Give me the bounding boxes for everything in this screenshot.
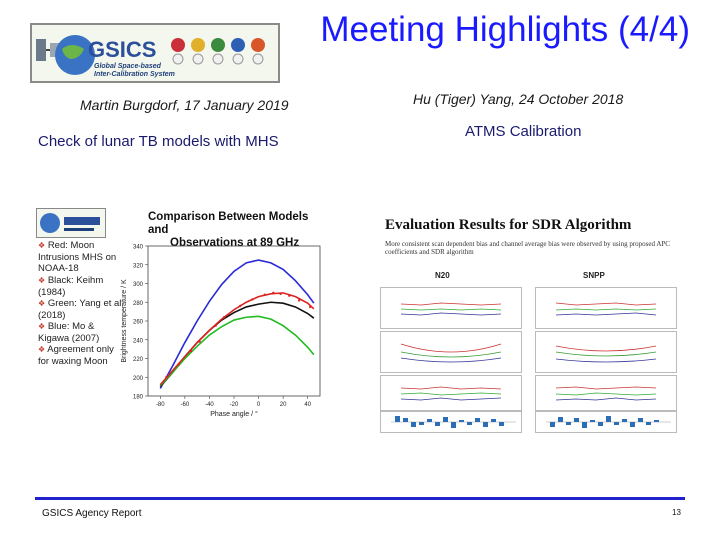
y-tick-label: 320	[133, 263, 144, 269]
data-point	[214, 324, 217, 327]
page-number: 13	[672, 508, 681, 517]
y-tick-label: 300	[133, 282, 144, 288]
data-point	[279, 292, 282, 296]
n20-channel-bias-bars	[380, 411, 522, 433]
legend-bullet-green: ❖ Green: Yang et al. (2018)	[38, 298, 125, 321]
footer-divider	[35, 497, 685, 500]
gsics-logo: GSICS Global Space-based Inter-Calibrati…	[30, 23, 280, 83]
column-label-snpp: SNPP	[583, 271, 605, 280]
y-tick-label: 280	[133, 301, 144, 307]
right-author: Hu (Tiger) Yang, 24 October 2018	[413, 91, 624, 107]
y-tick-label: 220	[133, 357, 144, 363]
snpp-channel-bias-bars	[535, 411, 677, 433]
data-point	[308, 305, 312, 309]
x-tick-label: -60	[181, 402, 190, 408]
y-tick-label: 240	[133, 338, 144, 344]
series-line-2	[159, 315, 315, 387]
figure-logo-icon	[36, 208, 106, 238]
satellite-icon	[36, 39, 60, 61]
y-tick-label: 340	[133, 245, 144, 251]
data-point	[189, 349, 193, 353]
brightness-temperature-chart: 180 200 220 240 260 280 300 320 340 -80 -60 -40 -20 0…	[121, 245, 321, 418]
left-topic: Check of lunar TB models with MHS	[38, 133, 279, 150]
right-topic: ATMS Calibration	[465, 123, 582, 140]
x-tick-label: 20	[280, 402, 287, 408]
atms-figure: Evaluation Results for SDR Algorithm Mor…	[370, 213, 690, 435]
data-point	[238, 304, 242, 308]
n20-bias-plot-3	[380, 375, 522, 411]
series-line-3	[159, 292, 315, 386]
x-tick-label: -40	[205, 402, 214, 408]
x-tick-label: 40	[304, 402, 311, 408]
n20-bias-plot-1	[380, 287, 522, 329]
data-point	[251, 298, 254, 301]
atms-figure-heading: Evaluation Results for SDR Algorithm	[385, 217, 632, 233]
series-line-0	[159, 259, 315, 389]
x-tick-label: 0	[257, 402, 261, 408]
lunar-figure: Comparison Between Models and Observatio…	[34, 206, 330, 430]
data-point	[297, 299, 301, 302]
logo-tagline-1: Global Space-based	[94, 63, 162, 70]
logo-tagline-2: Inter-Calibration System	[94, 71, 175, 78]
x-tick-label: -80	[156, 402, 165, 408]
snpp-bias-plot-2	[535, 331, 677, 373]
data-point	[288, 294, 291, 297]
y-axis-label: Brightness temperature / K	[121, 279, 128, 363]
data-point	[222, 316, 226, 319]
left-author: Martin Burgdorf, 17 January 2019	[80, 97, 289, 113]
data-point	[272, 291, 275, 295]
data-point	[165, 376, 168, 379]
logo-acronym: GSICS	[88, 37, 156, 62]
legend-bullet-blue: ❖ Blue: Mo & Kigawa (2007)	[38, 321, 100, 344]
legend-bullet-agreement: ❖ Agreement only for waxing Moon	[38, 344, 114, 367]
snpp-bias-plot-3	[535, 375, 677, 411]
footer-text: GSICS Agency Report	[42, 508, 142, 519]
globe-icon	[55, 35, 95, 75]
lunar-figure-heading-1: Comparison Between Models and	[148, 211, 309, 236]
column-label-n20: N20	[435, 271, 450, 280]
plot-frame	[147, 245, 321, 397]
data-point	[198, 340, 201, 343]
slide-title: Meeting Highlights (4/4)	[320, 10, 690, 49]
y-tick-label: 260	[133, 320, 144, 326]
legend-bullet-black: ❖ Black: Keihm (1984)	[38, 275, 104, 298]
x-tick-label: -20	[230, 402, 239, 408]
y-tick-label: 200	[133, 376, 144, 382]
data-point	[263, 293, 266, 296]
y-tick-label: 180	[133, 395, 144, 401]
people-icon	[171, 38, 265, 65]
data-point	[177, 362, 180, 366]
snpp-bias-plot-1	[535, 287, 677, 329]
x-axis-label: Phase angle / °	[210, 410, 258, 418]
n20-bias-plot-2	[380, 331, 522, 373]
atms-figure-description: More consistent scan dependent bias and …	[385, 240, 670, 256]
legend-bullet-red: ❖ Red: Moon Intrusions MHS on NOAA-18	[38, 240, 117, 274]
